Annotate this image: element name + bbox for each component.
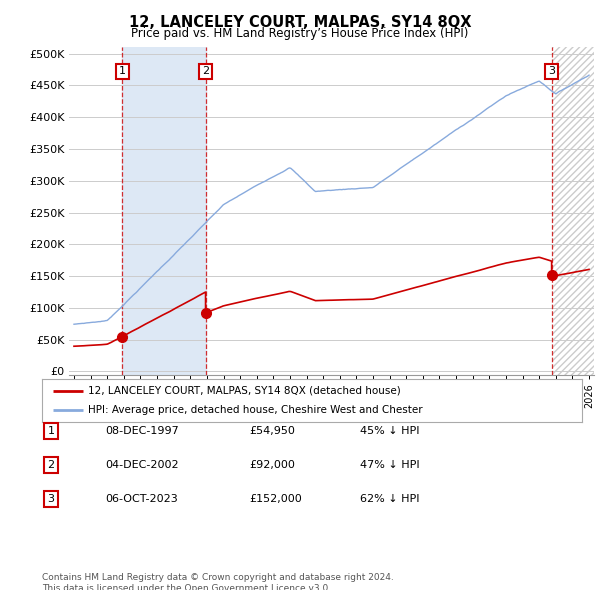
Text: 3: 3 xyxy=(47,494,55,504)
Text: 06-OCT-2023: 06-OCT-2023 xyxy=(105,494,178,504)
Text: Price paid vs. HM Land Registry’s House Price Index (HPI): Price paid vs. HM Land Registry’s House … xyxy=(131,27,469,40)
Text: £152,000: £152,000 xyxy=(249,494,302,504)
Text: 08-DEC-1997: 08-DEC-1997 xyxy=(105,426,179,435)
Text: 1: 1 xyxy=(119,66,126,76)
Bar xyxy=(551,47,594,375)
Text: 12, LANCELEY COURT, MALPAS, SY14 8QX: 12, LANCELEY COURT, MALPAS, SY14 8QX xyxy=(129,15,471,30)
Text: 2: 2 xyxy=(47,460,55,470)
Bar xyxy=(551,47,594,375)
Bar xyxy=(122,47,206,375)
Text: 47% ↓ HPI: 47% ↓ HPI xyxy=(360,460,419,470)
Text: 04-DEC-2002: 04-DEC-2002 xyxy=(105,460,179,470)
Text: 12, LANCELEY COURT, MALPAS, SY14 8QX (detached house): 12, LANCELEY COURT, MALPAS, SY14 8QX (de… xyxy=(88,386,401,396)
Text: 1: 1 xyxy=(47,426,55,435)
Text: 2: 2 xyxy=(202,66,209,76)
Text: Contains HM Land Registry data © Crown copyright and database right 2024.
This d: Contains HM Land Registry data © Crown c… xyxy=(42,573,394,590)
Text: £92,000: £92,000 xyxy=(249,460,295,470)
Text: 45% ↓ HPI: 45% ↓ HPI xyxy=(360,426,419,435)
Text: HPI: Average price, detached house, Cheshire West and Chester: HPI: Average price, detached house, Ches… xyxy=(88,405,422,415)
Text: £54,950: £54,950 xyxy=(249,426,295,435)
Text: 62% ↓ HPI: 62% ↓ HPI xyxy=(360,494,419,504)
Text: 3: 3 xyxy=(548,66,555,76)
